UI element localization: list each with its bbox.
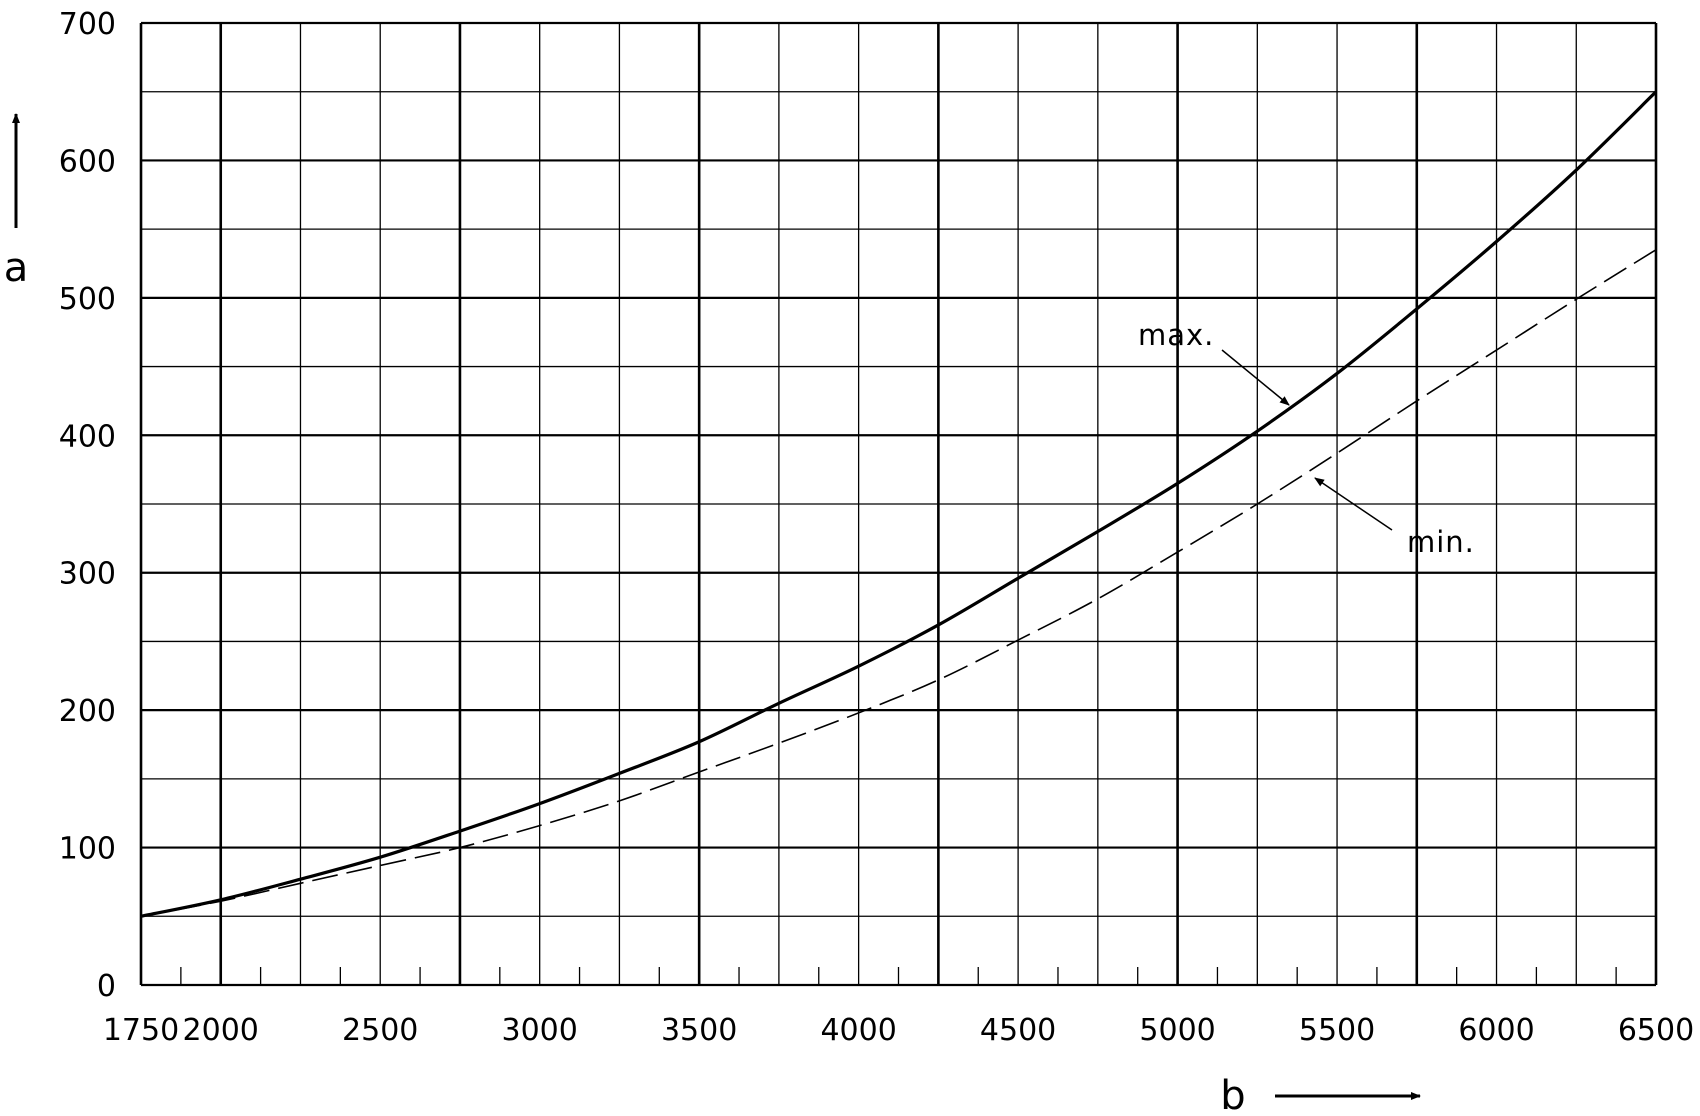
x-tick-labels: 1750 2000 2500 3000 3500 4000 4500 5000 5500 6000… xyxy=(103,1013,1694,1048)
y-tick-label: 100 xyxy=(59,832,116,867)
min-annotation-leader xyxy=(1314,477,1393,531)
y-tick-label: 500 xyxy=(59,282,116,317)
x-tick-label: 4500 xyxy=(980,1013,1056,1048)
y-tick-label: 700 xyxy=(59,7,116,42)
series-line-max xyxy=(140,90,1658,918)
max-annotation-leader xyxy=(1221,349,1290,406)
y-axis-label: a xyxy=(4,245,29,291)
y-tick-label: 300 xyxy=(59,557,116,592)
x-tick-label: 5500 xyxy=(1299,1013,1375,1048)
tick-marks xyxy=(180,967,1617,985)
y-tick-label: 200 xyxy=(59,694,116,729)
min-annotation-label: min. xyxy=(1407,525,1475,559)
series-line-min xyxy=(140,249,1657,918)
series xyxy=(140,90,1658,918)
x-tick-label: 3500 xyxy=(661,1013,737,1048)
y-tick-labels: 0 100 200 300 400 500 600 700 xyxy=(59,7,116,1004)
y-tick-label: 0 xyxy=(97,969,116,1004)
x-tick-label: 6000 xyxy=(1458,1013,1534,1048)
x-tick-label: 5000 xyxy=(1139,1013,1215,1048)
y-tick-label: 600 xyxy=(59,144,116,179)
x-tick-label: 4000 xyxy=(820,1013,896,1048)
x-tick-label: 1750 xyxy=(103,1013,179,1048)
x-tick-label: 3000 xyxy=(502,1013,578,1048)
x-axis-label: b xyxy=(1220,1073,1245,1116)
y-tick-label: 400 xyxy=(59,419,116,454)
x-tick-label: 2000 xyxy=(183,1013,259,1048)
grid xyxy=(139,21,1658,987)
x-tick-label: 2500 xyxy=(342,1013,418,1048)
x-tick-label: 6500 xyxy=(1618,1013,1694,1048)
max-annotation-label: max. xyxy=(1138,318,1214,352)
